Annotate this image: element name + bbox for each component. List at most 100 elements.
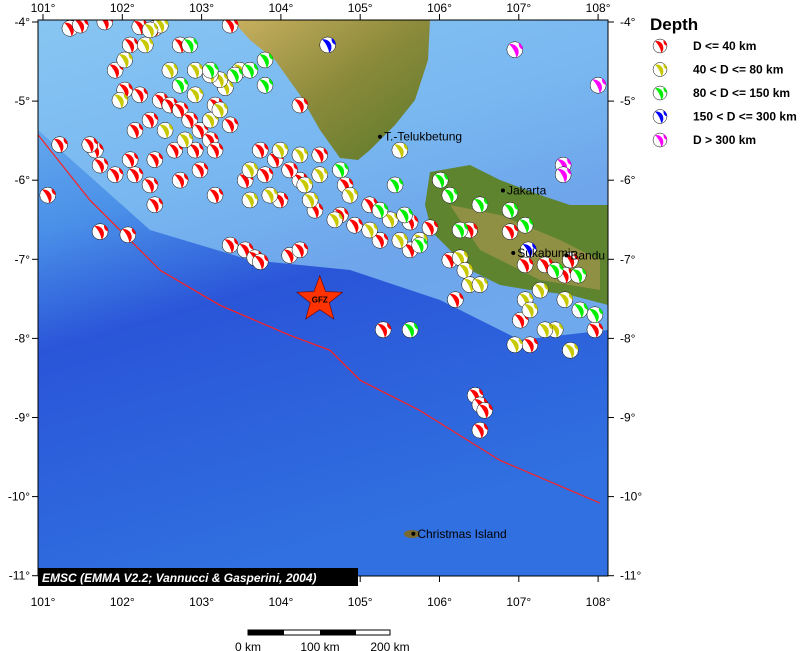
event-beachball xyxy=(211,101,229,119)
event-beachball xyxy=(451,249,469,266)
event-beachball xyxy=(121,151,139,168)
event-beachball xyxy=(72,20,89,34)
event-beachball xyxy=(206,141,224,159)
credit-box: EMSC (EMMA V2.2; Vannucci & Gasperini, 2… xyxy=(38,568,358,586)
event-beachball xyxy=(291,241,309,259)
event-beachball xyxy=(570,266,587,284)
lat-label-left: -11° xyxy=(9,569,30,583)
legend-beachball-icon xyxy=(652,132,668,148)
lon-label-bottom: 105° xyxy=(348,595,373,609)
lon-label-top: 105° xyxy=(348,1,373,15)
event-beachball xyxy=(374,321,392,338)
city-marker xyxy=(511,250,516,255)
event-beachball xyxy=(241,161,259,179)
event-beachball xyxy=(116,51,133,69)
event-beachball xyxy=(411,236,428,254)
event-beachball xyxy=(271,141,289,159)
lat-label-right: -6° xyxy=(620,173,636,187)
event-beachball xyxy=(506,336,524,353)
event-beachball xyxy=(126,122,144,139)
event-beachball xyxy=(121,36,139,54)
event-beachball xyxy=(456,262,474,279)
event-beachball xyxy=(176,131,194,149)
city-marker xyxy=(378,134,383,139)
legend-label: D <= 40 km xyxy=(693,39,756,53)
epicenter-star: GFZ xyxy=(296,274,344,320)
axis-ticks: 101° 101° 102° 102° 103° 103° 104° 104° 105° 105°… xyxy=(8,1,643,609)
event-beachball xyxy=(571,301,589,319)
lat-label-right: -11° xyxy=(620,569,641,583)
event-beachball xyxy=(187,86,204,104)
event-beachball xyxy=(361,221,378,239)
event-beachball xyxy=(252,253,269,270)
lat-label-right: -4° xyxy=(620,15,636,29)
lon-label-bottom: 106° xyxy=(427,595,452,609)
event-beachball xyxy=(521,301,539,319)
event-beachball xyxy=(191,161,209,179)
event-beachball xyxy=(126,166,144,183)
lat-label-left: -9° xyxy=(15,411,31,425)
legend-beachball-icon xyxy=(652,38,668,54)
event-beachball xyxy=(520,241,537,259)
event-beachball xyxy=(256,166,274,183)
city-label: T.-Telukbetung xyxy=(384,130,462,144)
event-beachball xyxy=(91,156,109,174)
event-beachball xyxy=(516,217,534,234)
event-beachball xyxy=(221,116,239,134)
event-beachball xyxy=(187,141,204,159)
event-beachball xyxy=(171,171,189,189)
event-beachball xyxy=(311,166,329,183)
lon-label-bottom: 102° xyxy=(110,595,135,609)
event-beachball xyxy=(171,77,189,94)
event-beachball xyxy=(39,186,57,204)
event-beachball xyxy=(187,62,204,79)
event-beachball xyxy=(241,191,259,209)
event-beachball xyxy=(301,191,319,209)
event-beachball xyxy=(506,41,524,58)
event-beachball xyxy=(137,36,154,54)
event-beachball xyxy=(451,221,469,239)
legend: Depth D <= 40 km 40 < D <= 80 km 80 < D <=… xyxy=(650,15,797,148)
event-beachball xyxy=(346,217,363,234)
event-beachball xyxy=(391,141,409,159)
legend-label: 150 < D <= 300 km xyxy=(693,110,797,124)
legend-label: D > 300 km xyxy=(693,133,756,147)
sumatra-land xyxy=(232,20,430,160)
legend-label: 80 < D <= 150 km xyxy=(693,86,790,100)
events-layer xyxy=(39,20,607,439)
event-beachball xyxy=(256,77,274,94)
event-beachball xyxy=(221,20,239,34)
event-beachball xyxy=(111,92,129,109)
event-beachball xyxy=(141,111,159,129)
event-beachball xyxy=(311,146,329,164)
lat-label-right: -9° xyxy=(620,411,636,425)
event-beachball xyxy=(371,232,389,249)
event-beachball xyxy=(261,186,279,204)
event-beachball xyxy=(501,223,519,240)
lat-label-left: -4° xyxy=(15,15,31,29)
event-beachball xyxy=(96,20,114,31)
scale-label-200: 200 km xyxy=(370,640,409,651)
event-beachball xyxy=(447,291,464,308)
legend-beachball-icon xyxy=(652,109,668,124)
event-beachball xyxy=(161,62,179,79)
lat-label-right: -7° xyxy=(620,252,636,266)
event-beachball xyxy=(401,321,419,338)
event-beachball xyxy=(202,62,219,79)
event-beachball xyxy=(202,111,219,129)
event-beachball xyxy=(471,196,489,213)
lon-label-top: 102° xyxy=(110,1,135,15)
lat-label-left: -10° xyxy=(8,490,30,504)
event-beachball xyxy=(371,202,389,219)
lon-label-bottom: 108° xyxy=(586,595,611,609)
event-beachball xyxy=(81,136,99,153)
star-icon xyxy=(296,274,344,320)
event-beachball xyxy=(471,276,489,293)
event-beachball xyxy=(501,202,519,219)
lon-label-top: 107° xyxy=(506,1,531,15)
event-beachball xyxy=(221,236,239,254)
event-beachball xyxy=(554,166,572,183)
city-marker xyxy=(411,531,416,536)
event-beachball xyxy=(421,219,439,236)
